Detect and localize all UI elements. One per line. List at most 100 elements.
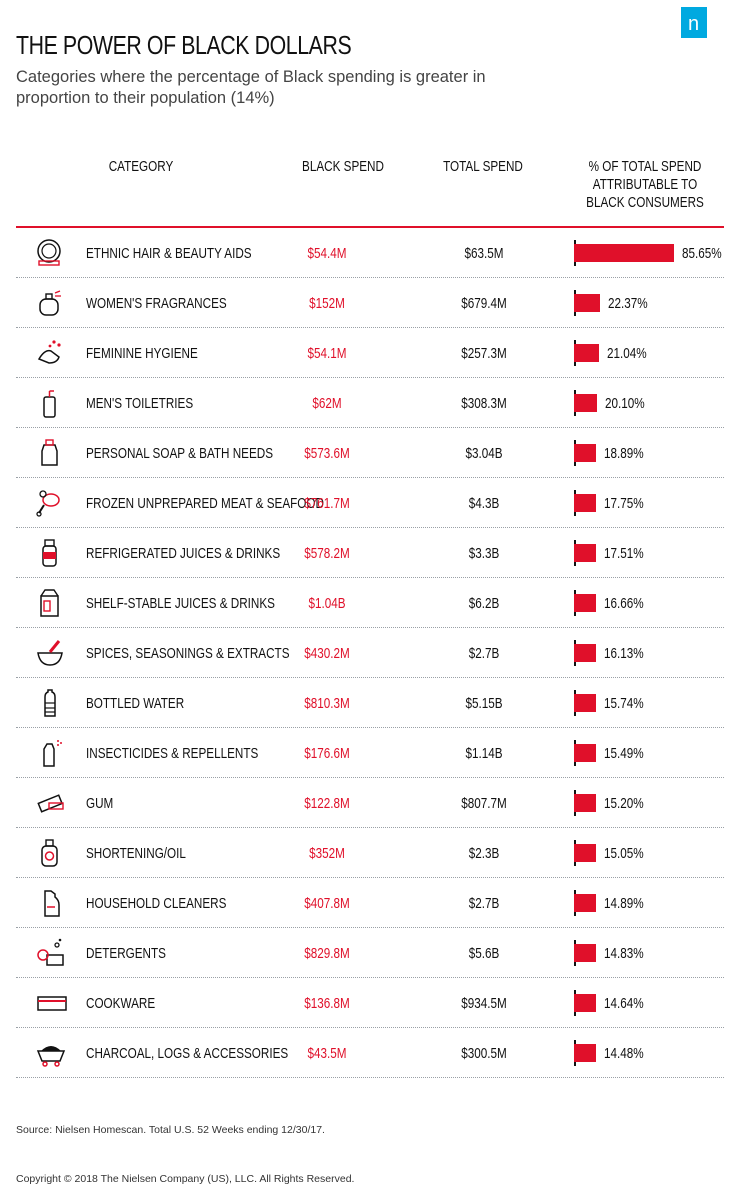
mortar-pestle-icon (37, 640, 63, 666)
category-label: ETHNIC HAIR & BEAUTY AIDS (86, 245, 252, 262)
table-row: INSECTICIDES & REPELLENTS $176.6M $1.14B 15… (16, 728, 724, 778)
total-spend-value: $5.15B (465, 695, 503, 712)
page-subtitle: Categories where the percentage of Black… (16, 68, 486, 107)
pct-label: 16.13% (604, 645, 644, 662)
pct-bar (574, 844, 596, 862)
table-row: WOMEN'S FRAGRANCES $152M $679.4M 22.37% (16, 278, 724, 328)
table-row: SPICES, SEASONINGS & EXTRACTS $430.2M $2.7… (16, 628, 724, 678)
pct-label: 20.10% (605, 395, 645, 412)
pct-bar (574, 294, 600, 312)
header-black-spend: BLACK SPEND (302, 158, 384, 175)
juice-bottle-icon (42, 539, 57, 567)
pct-label: 21.04% (607, 345, 647, 362)
black-spend-value: $54.1M (307, 345, 347, 362)
total-spend-value: $2.3B (468, 845, 500, 862)
header-pct: % OF TOTAL SPEND ATTRIBUTABLE TO BLACK C… (567, 158, 723, 212)
soap-bottle-icon (41, 439, 58, 466)
row-divider (16, 777, 724, 778)
pct-label: 17.75% (604, 495, 644, 512)
black-spend-value: $152M (309, 295, 345, 312)
header-pct-line1: % OF TOTAL SPEND (588, 158, 702, 175)
row-divider (16, 1077, 724, 1078)
pct-label: 15.05% (604, 845, 644, 862)
pct-bar (574, 1044, 596, 1062)
black-spend-value: $136.8M (304, 995, 350, 1012)
row-divider (16, 327, 724, 328)
pct-label: 14.64% (604, 995, 644, 1012)
detergent-icon (37, 938, 64, 966)
category-label: SPICES, SEASONINGS & EXTRACTS (86, 645, 290, 662)
compact-mirror-icon (37, 239, 61, 266)
table-row: CHARCOAL, LOGS & ACCESSORIES $43.5M $300.5… (16, 1028, 724, 1078)
table-row: MEN'S TOILETRIES $62M $308.3M 20.10% (16, 378, 724, 428)
black-spend-value: $573.6M (304, 445, 350, 462)
table-row: HOUSEHOLD CLEANERS $407.8M $2.7B 14.89% (16, 878, 724, 928)
pct-bar (574, 244, 674, 262)
meat-icon (36, 490, 60, 517)
table-row: BOTTLED WATER $810.3M $5.15B 15.74% (16, 678, 724, 728)
category-label: SHORTENING/OIL (86, 845, 186, 862)
table-row: PERSONAL SOAP & BATH NEEDS $573.6M $3.04B 1… (16, 428, 724, 478)
charcoal-cart-icon (36, 1046, 66, 1067)
total-spend-value: $2.7B (468, 645, 500, 662)
pct-bar (574, 644, 596, 662)
total-spend-value: $2.7B (468, 895, 500, 912)
row-divider (16, 727, 724, 728)
category-label: INSECTICIDES & REPELLENTS (86, 745, 259, 762)
water-bottle-icon (44, 689, 56, 717)
header-total-spend: TOTAL SPEND (443, 158, 523, 175)
pct-label: 17.51% (604, 545, 644, 562)
row-divider (16, 527, 724, 528)
black-spend-value: $43.5M (307, 1045, 347, 1062)
pct-label: 15.20% (604, 795, 644, 812)
pct-label: 18.89% (604, 445, 644, 462)
pct-bar (574, 744, 596, 762)
header-pct-line2: ATTRIBUTABLE TO (592, 176, 698, 193)
header-divider (16, 226, 724, 228)
pct-label: 15.49% (604, 745, 644, 762)
cleaner-bottle-icon (44, 890, 60, 917)
black-spend-value: $407.8M (304, 895, 350, 912)
category-label: COOKWARE (86, 995, 156, 1012)
pct-label: 14.89% (604, 895, 644, 912)
nielsen-logo: n (681, 7, 707, 38)
juice-carton-icon (40, 589, 59, 617)
black-spend-value: $578.2M (304, 545, 350, 562)
total-spend-value: $4.3B (468, 495, 500, 512)
black-spend-value: $829.8M (304, 945, 350, 962)
black-spend-value: $54.4M (307, 245, 347, 262)
pct-bar (574, 344, 599, 362)
pct-label: 22.37% (608, 295, 648, 312)
total-spend-value: $1.14B (465, 745, 503, 762)
total-spend-value: $6.2B (468, 595, 500, 612)
category-label: CHARCOAL, LOGS & ACCESSORIES (86, 1045, 289, 1062)
row-divider (16, 377, 724, 378)
total-spend-value: $807.7M (461, 795, 507, 812)
row-divider (16, 1027, 724, 1028)
row-divider (16, 627, 724, 628)
category-label: GUM (86, 795, 114, 812)
table-row: ETHNIC HAIR & BEAUTY AIDS $54.4M $63.5M 85.… (16, 228, 724, 278)
category-label: DETERGENTS (86, 945, 166, 962)
table-row: SHELF-STABLE JUICES & DRINKS $1.04B $6.2B 1… (16, 578, 724, 628)
category-label: BOTTLED WATER (86, 695, 185, 712)
pct-bar (574, 944, 596, 962)
category-label: REFRIGERATED JUICES & DRINKS (86, 545, 281, 562)
table-row: GUM $122.8M $807.7M 15.20% (16, 778, 724, 828)
category-label: PERSONAL SOAP & BATH NEEDS (86, 445, 274, 462)
table-row: FROZEN UNPREPARED MEAT & SEAFOOD $761.7M $… (16, 478, 724, 528)
pct-bar (574, 894, 596, 912)
total-spend-value: $3.3B (468, 545, 500, 562)
category-label: FEMININE HYGIENE (86, 345, 198, 362)
pct-label: 16.66% (604, 595, 644, 612)
row-divider (16, 477, 724, 478)
total-spend-value: $3.04B (465, 445, 503, 462)
row-divider (16, 977, 724, 978)
source-note: Source: Nielsen Homescan. Total U.S. 52 … (16, 1124, 325, 1136)
pct-bar (574, 544, 596, 562)
black-spend-value: $62M (312, 395, 342, 412)
pct-label: 14.48% (604, 1045, 644, 1062)
table-row: COOKWARE $136.8M $934.5M 14.64% (16, 978, 724, 1028)
pct-bar (574, 794, 596, 812)
svg-text:n: n (688, 13, 699, 35)
